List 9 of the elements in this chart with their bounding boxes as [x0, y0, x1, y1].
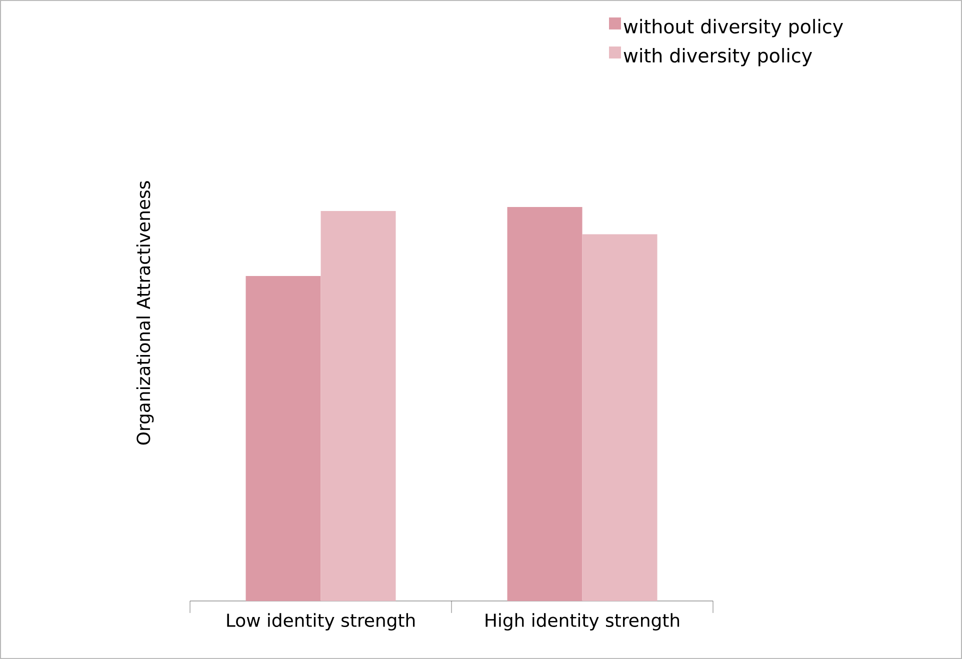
x-tick-label: High identity strength: [486, 613, 680, 631]
y-axis-title: Organizational Attractiveness: [136, 181, 154, 445]
legend-label: without diversity policy: [624, 18, 844, 38]
bar: [507, 207, 582, 601]
bar: [246, 276, 321, 601]
x-tick-label: Low identity strength: [227, 613, 415, 631]
bar: [320, 210, 396, 601]
legend-label: with diversity policy: [624, 48, 812, 66]
bar: [582, 234, 658, 601]
